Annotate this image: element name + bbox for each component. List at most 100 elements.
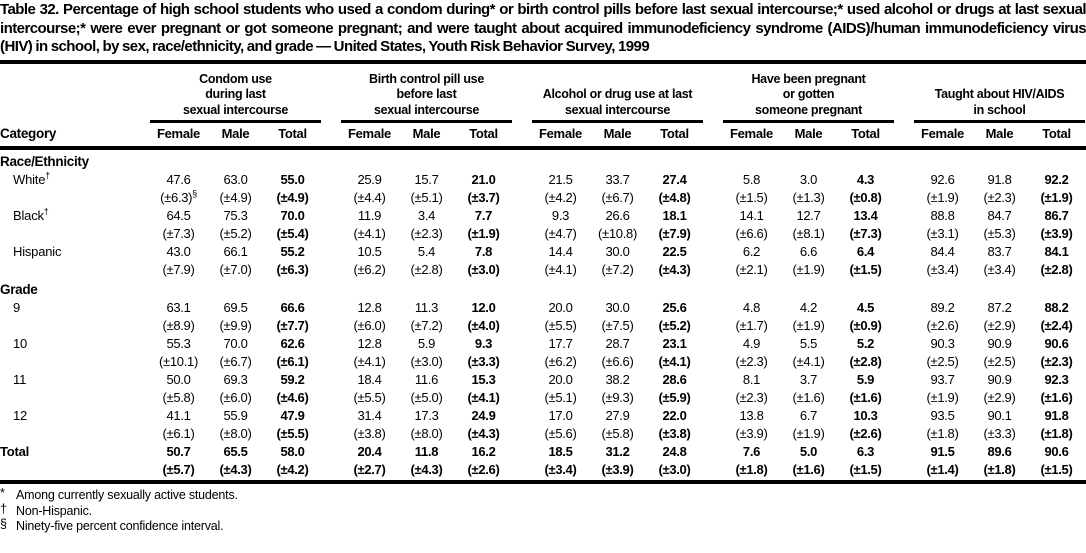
title-divider (0, 59, 1086, 64)
ci-cell: (±4.3) (646, 261, 703, 279)
ci-cell: (±0.9) (837, 317, 894, 335)
value-cell: 47.6 (166, 172, 191, 187)
ci-text: (±1.7) (735, 317, 768, 333)
sex-column-header: Total (660, 126, 689, 141)
ci-text: (±4.1) (467, 389, 500, 405)
sex-column-header: Total (1042, 126, 1071, 141)
value-cell: 7.7 (474, 208, 493, 223)
ci-cell: (±2.9) (971, 389, 1028, 407)
column-group-title: Birth control pill use before last sexua… (341, 72, 512, 123)
value-cell: 9.3 (474, 336, 493, 351)
ci-cell: (±6.7) (589, 189, 646, 207)
ci-cell: (±1.8) (723, 461, 780, 479)
column-gap (512, 207, 532, 225)
value-row: 9 63.1 69.5 66.6 12.8 11.3 12.0 20.0 30.0 25.6 4.8… (0, 299, 1086, 317)
value-cell: 91.8 (1044, 408, 1069, 423)
column-gap (321, 261, 341, 279)
column-gap (321, 407, 341, 425)
ci-text: (±1.8) (735, 461, 768, 477)
ci-text: (±5.4) (276, 225, 309, 241)
ci-text: (±5.3) (983, 225, 1016, 241)
value-cell: 17.3 (414, 408, 439, 423)
ci-text: (±10.1) (159, 353, 198, 369)
column-gap (894, 461, 914, 479)
ci-text: (±4.4) (353, 189, 386, 205)
ci-text: (±4.2) (544, 189, 577, 205)
row-label-spacer (0, 353, 150, 371)
value-cell: 18.5 (548, 444, 573, 459)
ci-text: (±6.0) (353, 317, 386, 333)
footnote: * Among currently sexually active student… (0, 486, 1086, 504)
ci-cell: (±1.5) (837, 461, 894, 479)
row-label-spacer (0, 317, 150, 335)
row-label: White† (0, 171, 150, 189)
ci-text: (±2.7) (353, 461, 386, 477)
ci-cell: (±3.9) (589, 461, 646, 479)
column-gap (512, 225, 532, 243)
ci-text: (±6.0) (219, 389, 252, 405)
value-row: 11 50.0 69.3 59.2 18.4 11.6 15.3 20.0 38.2 28.6 8.… (0, 371, 1086, 389)
value-cell: 91.5 (930, 444, 955, 459)
ci-cell: (±6.1) (264, 353, 321, 371)
value-cell: 3.7 (799, 372, 818, 387)
bottom-divider (0, 480, 1086, 484)
value-cell: 6.4 (856, 244, 875, 259)
ci-cell: (±9.9) (207, 317, 264, 335)
value-cell: 47.9 (280, 408, 305, 423)
value-cell: 6.2 (742, 244, 761, 259)
value-cell: 69.3 (223, 372, 248, 387)
ci-text: (±2.8) (1040, 261, 1073, 277)
value-cell: 18.4 (357, 372, 382, 387)
ci-row: (±7.3) (±5.2) (±5.4) (±4.1) (±2.3) (±1.9) (±4.… (0, 225, 1086, 243)
table-row: Hispanic 43.0 66.1 55.2 10.5 5.4 7.8 14.4 30.0 22… (0, 243, 1086, 278)
value-cell: 38.2 (605, 372, 630, 387)
ci-text: (±1.9) (926, 189, 959, 205)
ci-text: (±5.1) (544, 389, 577, 405)
ci-text: (±4.1) (353, 353, 386, 369)
value-cell: 6.3 (856, 444, 875, 459)
ci-cell: (±4.1) (780, 353, 837, 371)
ci-text: (±1.9) (792, 261, 825, 277)
ci-cell: (±1.5) (837, 261, 894, 279)
ci-text: (±7.0) (219, 261, 252, 277)
ci-text: (±8.0) (410, 425, 443, 441)
value-cell: 13.4 (853, 208, 878, 223)
ci-text: (±5.7) (162, 461, 195, 477)
ci-cell: (±1.5) (1028, 461, 1085, 479)
value-cell: 64.5 (166, 208, 191, 223)
value-cell: 50.7 (166, 444, 191, 459)
column-gap (512, 243, 532, 261)
value-cell: 5.5 (799, 336, 818, 351)
sex-column-header: Male (985, 126, 1014, 141)
ci-text: (±5.8) (162, 389, 195, 405)
table-row: 10 55.3 70.0 62.6 12.8 5.9 9.3 17.7 28.7 23.1 4.9 5… (0, 335, 1086, 370)
column-gap (703, 299, 723, 317)
ci-cell: (±2.3) (723, 353, 780, 371)
value-cell: 14.1 (739, 208, 764, 223)
row-label-text: 9 (13, 300, 21, 315)
value-cell: 7.6 (742, 444, 761, 459)
value-cell: 6.6 (799, 244, 818, 259)
ci-text: (±6.1) (162, 425, 195, 441)
value-cell: 12.7 (796, 208, 821, 223)
ci-text: (±6.1) (276, 353, 309, 369)
section-label: Grade (0, 282, 38, 297)
ci-cell: (±6.7) (207, 353, 264, 371)
ci-text: (±1.9) (1040, 189, 1073, 205)
value-cell: 92.2 (1044, 172, 1069, 187)
ci-cell: (±10.8) (589, 225, 646, 243)
ci-cell: (±10.1) (150, 353, 207, 371)
column-group-title: Taught about HIV/AIDS in school (914, 87, 1085, 123)
ci-cell: (±4.0) (455, 317, 512, 335)
value-cell: 22.0 (662, 408, 687, 423)
ci-text: (±1.9) (926, 389, 959, 405)
ci-text: (±2.3) (410, 225, 443, 241)
ci-cell: (±1.8) (971, 461, 1028, 479)
value-cell: 66.6 (280, 300, 305, 315)
ci-cell: (±3.9) (1028, 225, 1085, 243)
ci-text: (±4.9) (219, 189, 252, 205)
value-cell: 17.7 (548, 336, 573, 351)
value-cell: 90.9 (987, 372, 1012, 387)
sex-column-header: Female (729, 126, 773, 141)
ci-cell: (±2.5) (971, 353, 1028, 371)
